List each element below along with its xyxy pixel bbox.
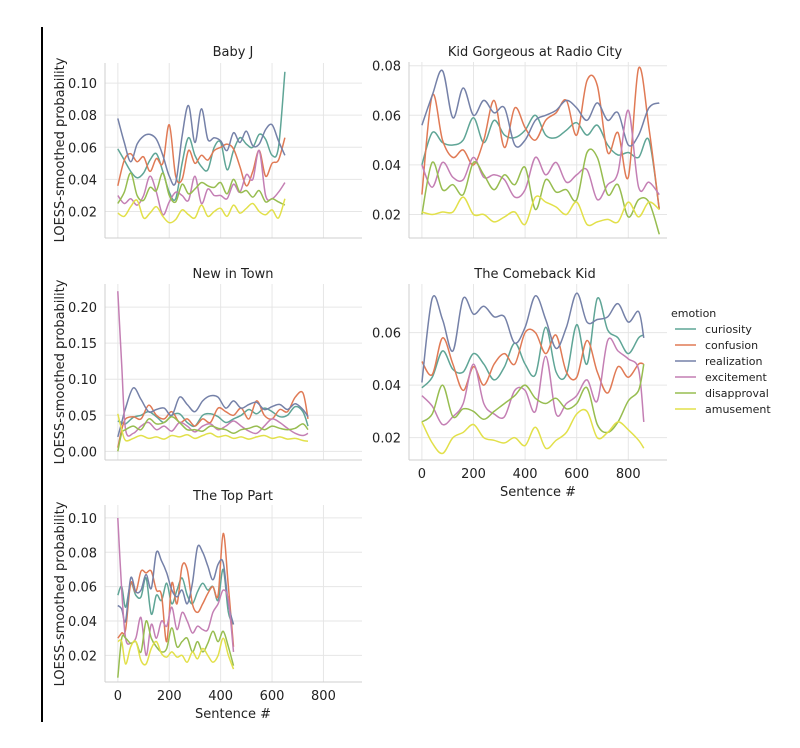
panel-title: The Comeback Kid <box>473 267 595 282</box>
y-tick-label: 0.10 <box>68 512 97 527</box>
x-tick-label: 400 <box>208 689 233 704</box>
x-axis-label: Sentence # <box>500 485 576 500</box>
panel-new-in-town: New in Town LOESS-smoothed probability 0… <box>53 267 362 464</box>
x-tick-label: 800 <box>616 467 641 482</box>
x-tick-label: 600 <box>564 467 589 482</box>
legend-item-realization: realization <box>675 355 763 368</box>
series-line-disapproval <box>117 415 309 452</box>
series-line-amusement <box>117 637 235 670</box>
legend-label: curiosity <box>705 323 752 336</box>
panel-title: Kid Gorgeous at Radio City <box>448 45 623 60</box>
series-line-realization <box>117 387 309 438</box>
x-axis-label: Sentence # <box>195 707 271 722</box>
grid <box>409 62 667 238</box>
x-tick-label: 0 <box>114 689 122 704</box>
grid <box>105 63 362 238</box>
series-line-realization <box>117 104 286 186</box>
y-tick-label: 0.00 <box>68 445 97 460</box>
series-line-confusion <box>421 66 661 210</box>
grid <box>409 284 667 460</box>
series-line-realization <box>421 292 645 383</box>
series-lines <box>421 66 661 235</box>
y-tick-label: 0.04 <box>372 159 401 174</box>
series-lines <box>117 517 235 678</box>
legend-item-disapproval: disapproval <box>675 387 769 400</box>
y-tick-label: 0.04 <box>372 379 401 394</box>
legend-label: realization <box>705 355 763 368</box>
y-tick-label: 0.20 <box>68 301 97 316</box>
legend-item-amusement: amusement <box>675 403 771 416</box>
panel-the-comeback-kid: The Comeback Kid Sentence # 0.02 0.04 0.06… <box>372 267 667 500</box>
legend-title: emotion <box>671 307 716 320</box>
y-axis-label: LOESS-smoothed probability <box>53 57 68 242</box>
legend-label: excitement <box>705 371 768 384</box>
y-tick-label: 0.02 <box>68 649 97 664</box>
legend-label: amusement <box>705 403 771 416</box>
x-tick-label: 600 <box>260 689 285 704</box>
series-line-amusement <box>117 413 309 442</box>
series-lines <box>421 292 645 455</box>
series-line-excitement <box>117 149 286 216</box>
grid <box>105 505 362 682</box>
series-line-confusion <box>117 390 309 448</box>
x-tick-label: 0 <box>418 467 426 482</box>
y-tick-label: 0.02 <box>68 206 97 221</box>
series-line-curiosity <box>421 114 661 210</box>
series-line-disapproval <box>421 148 661 235</box>
series-line-disapproval <box>117 172 286 206</box>
series-lines <box>117 291 309 452</box>
series-line-excitement <box>117 291 309 437</box>
y-tick-label: 0.04 <box>68 615 97 630</box>
y-tick-label: 0.02 <box>372 432 401 447</box>
series-line-curiosity <box>421 297 645 389</box>
y-tick-label: 0.10 <box>68 373 97 388</box>
series-line-amusement <box>421 195 660 227</box>
legend-item-curiosity: curiosity <box>675 323 752 336</box>
series-line-confusion <box>421 328 644 394</box>
series-line-amusement <box>421 408 645 455</box>
x-tick-label: 400 <box>513 467 538 482</box>
series-line-amusement <box>117 198 286 224</box>
series-line-curiosity <box>117 71 286 202</box>
x-tick-label: 200 <box>461 467 486 482</box>
panel-kid-gorgeous-at-radio-city: Kid Gorgeous at Radio City 0.02 0.04 0.06 0… <box>372 45 667 239</box>
legend-label: confusion <box>705 339 758 352</box>
y-tick-label: 0.04 <box>68 173 97 188</box>
legend-item-confusion: confusion <box>675 339 758 352</box>
series-line-realization <box>117 544 235 625</box>
y-tick-label: 0.06 <box>372 327 401 342</box>
panel-baby-j: Baby J LOESS-smoothed probability 0.02 0.… <box>53 45 362 242</box>
legend-item-excitement: excitement <box>675 371 768 384</box>
y-tick-label: 0.08 <box>372 60 401 75</box>
series-line-disapproval <box>117 620 235 678</box>
legend: emotion curiosity confusion realization exc… <box>671 307 771 416</box>
series-line-excitement <box>421 109 660 201</box>
y-tick-label: 0.05 <box>68 409 97 424</box>
y-tick-label: 0.10 <box>68 77 97 92</box>
y-tick-label: 0.08 <box>68 109 97 124</box>
grid <box>105 284 362 460</box>
y-tick-label: 0.06 <box>372 109 401 124</box>
y-tick-label: 0.06 <box>68 581 97 596</box>
panel-title: The Top Part <box>192 489 273 504</box>
series-lines <box>117 71 286 224</box>
y-axis-label: LOESS-smoothed probability <box>53 501 68 686</box>
series-line-excitement <box>421 337 645 426</box>
panel-the-top-part: The Top Part LOESS-smoothed probability … <box>53 489 362 722</box>
x-tick-label: 200 <box>157 689 182 704</box>
y-tick-label: 0.08 <box>68 546 97 561</box>
y-tick-label: 0.06 <box>68 141 97 156</box>
y-tick-label: 0.15 <box>68 337 97 352</box>
series-line-realization <box>421 69 660 148</box>
series-line-disapproval <box>421 363 645 434</box>
panel-title: New in Town <box>192 267 273 282</box>
legend-label: disapproval <box>705 387 769 400</box>
x-tick-label: 800 <box>311 689 336 704</box>
y-tick-label: 0.02 <box>372 208 401 223</box>
y-axis-label: LOESS-smoothed probability <box>53 279 68 464</box>
panel-title: Baby J <box>213 45 254 60</box>
